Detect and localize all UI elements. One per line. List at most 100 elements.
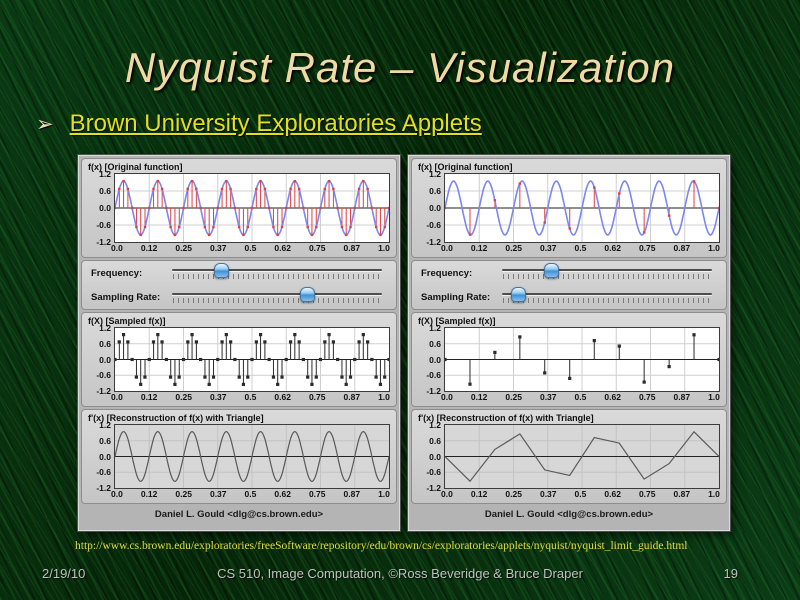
y-tick-label: -1.2 <box>426 386 441 396</box>
y-tick-label: -0.6 <box>426 467 441 478</box>
slider-tick-marks <box>503 273 711 279</box>
x-tick-label: 0.87 <box>673 392 691 402</box>
x-tick-label: 0.75 <box>638 392 656 402</box>
y-tick-label: 1.2 <box>429 420 441 430</box>
plot-panel-title: f(x) [Original function] <box>418 162 513 172</box>
x-tick-label: 0.87 <box>343 392 361 402</box>
x-tick-label: 0.37 <box>539 489 557 499</box>
footer-page-number: 19 <box>723 566 738 581</box>
sampling-rate-slider-thumb[interactable] <box>510 286 526 302</box>
plot-row: 1.2 0.6 0.0 -0.6 -1.2 <box>86 169 390 247</box>
plot-canvas-recon <box>444 424 720 489</box>
x-tick-label: 0.62 <box>604 392 621 402</box>
applet-window-adequate-sampling: f(x) [Original function] 1.2 0.6 0.0 -0.6 -1.… <box>77 154 401 532</box>
x-tick-label: 0.0 <box>111 392 123 402</box>
y-tick-label: 0.6 <box>429 338 441 349</box>
sampling-rate-slider[interactable] <box>502 286 712 306</box>
x-tick-label: 0.5 <box>574 489 587 499</box>
x-tick-label: 0.25 <box>505 392 522 402</box>
plot-row: 1.2 0.6 0.0 -0.6 -1.2 <box>416 420 720 493</box>
x-tick-label: 0.62 <box>274 489 291 499</box>
y-tick-label: 1.2 <box>429 169 441 179</box>
x-tick-label: 1.0 <box>378 392 390 402</box>
frequency-slider-track[interactable] <box>172 268 382 271</box>
x-tick-label: 0.0 <box>111 243 123 253</box>
y-tick-label: 0.0 <box>99 451 111 462</box>
x-tick-label: 0.62 <box>604 489 621 499</box>
slide-footer: 2/19/10 CS 510, Image Computation, ©Ross… <box>0 566 800 586</box>
y-axis-tick-labels: 1.2 0.6 0.0 -0.6 -1.2 <box>86 420 114 493</box>
plot-panel-original: f(x) [Original function] 1.2 0.6 0.0 -0.6 -1.… <box>411 158 727 258</box>
y-tick-label: 0.0 <box>99 354 111 365</box>
frequency-row: Frequency: <box>86 262 390 282</box>
y-axis-tick-labels: 1.2 0.6 0.0 -0.6 -1.2 <box>86 169 114 247</box>
x-tick-label: 0.12 <box>470 489 488 499</box>
y-tick-label: 0.6 <box>99 435 111 446</box>
sampling-rate-slider-thumb[interactable] <box>300 286 316 302</box>
plot-canvas-sampled <box>444 327 720 392</box>
x-tick-label: 0.5 <box>574 243 587 253</box>
plot-row: 1.2 0.6 0.0 -0.6 -1.2 <box>416 169 720 247</box>
x-tick-label: 0.75 <box>638 489 656 499</box>
plot-row: 1.2 0.6 0.0 -0.6 -1.2 <box>86 323 390 396</box>
frequency-slider-thumb[interactable] <box>214 262 230 278</box>
y-tick-label: -0.6 <box>426 370 441 381</box>
x-tick-label: 0.5 <box>244 489 257 499</box>
y-tick-label: -1.2 <box>96 386 111 396</box>
plot-panel-title: f'(x) [Reconstruction of f(x) with Trian… <box>418 413 594 423</box>
y-tick-label: 1.2 <box>99 169 111 179</box>
frequency-label: Frequency: <box>421 267 473 279</box>
x-tick-label: 1.0 <box>708 243 720 253</box>
frequency-slider[interactable] <box>172 262 382 282</box>
plot-row: 1.2 0.6 0.0 -0.6 -1.2 <box>86 420 390 493</box>
plot-panel-title: f'(x) [Reconstruction of f(x) with Trian… <box>88 413 264 423</box>
y-tick-label: 1.2 <box>99 420 111 430</box>
plot-panel-recon: f'(x) [Reconstruction of f(x) with Trian… <box>81 409 397 504</box>
x-axis-tick-labels: 0.0 0.12 0.25 0.37 0.5 0.62 0.75 0.87 1.0 <box>111 392 390 403</box>
x-tick-label: 0.25 <box>505 243 522 253</box>
y-axis-tick-labels: 1.2 0.6 0.0 -0.6 -1.2 <box>86 323 114 396</box>
plot-panel-sampled: f(X) [Sampled f(x)] 1.2 0.6 0.0 -0.6 -1.2 0.0 0… <box>81 312 397 407</box>
x-tick-label: 0.75 <box>308 243 326 253</box>
exploratories-applets-link[interactable]: Brown University Exploratories Applets <box>69 110 482 137</box>
bullet-row: ➢ Brown University Exploratories Applets <box>36 110 482 138</box>
y-tick-label: 0.0 <box>429 203 441 213</box>
slider-tick-marks <box>173 297 381 303</box>
frequency-slider-thumb[interactable] <box>544 262 560 278</box>
x-tick-label: 1.0 <box>708 489 720 499</box>
plot-canvas-recon <box>114 424 390 489</box>
y-tick-label: -1.2 <box>426 237 441 247</box>
x-tick-label: 0.75 <box>308 392 326 402</box>
arrow-bullet-icon: ➢ <box>36 112 54 136</box>
y-tick-label: -0.6 <box>96 467 111 478</box>
frequency-slider[interactable] <box>502 262 712 282</box>
frequency-slider-track[interactable] <box>502 268 712 271</box>
x-tick-label: 0.0 <box>111 489 123 499</box>
sampling-rate-label: Sampling Rate: <box>421 291 491 303</box>
x-tick-label: 0.12 <box>470 243 488 253</box>
plot-canvas-sampled <box>114 327 390 392</box>
frequency-row: Frequency: <box>416 262 720 282</box>
x-tick-label: 0.12 <box>140 489 158 499</box>
sampling-rate-slider-track[interactable] <box>172 292 382 295</box>
sampling-rate-slider-track[interactable] <box>502 292 712 295</box>
y-axis-tick-labels: 1.2 0.6 0.0 -0.6 -1.2 <box>416 323 444 396</box>
x-tick-label: 1.0 <box>378 489 390 499</box>
plot-panel-recon: f'(x) [Reconstruction of f(x) with Trian… <box>411 409 727 504</box>
x-tick-label: 1.0 <box>708 392 720 402</box>
x-tick-label: 0.62 <box>274 243 291 253</box>
x-tick-label: 0.0 <box>441 489 453 499</box>
y-tick-label: -0.6 <box>96 220 111 230</box>
y-tick-label: 0.6 <box>99 186 111 196</box>
x-tick-label: 0.0 <box>441 392 453 402</box>
x-axis-tick-labels: 0.0 0.12 0.25 0.37 0.5 0.62 0.75 0.87 1.0 <box>111 489 390 500</box>
sampling-rate-slider[interactable] <box>172 286 382 306</box>
x-axis-tick-labels: 0.0 0.12 0.25 0.37 0.5 0.62 0.75 0.87 1.0 <box>441 489 720 500</box>
plot-panel-title: f(X) [Sampled f(x)] <box>418 316 496 326</box>
sampling-rate-row: Sampling Rate: <box>416 286 720 306</box>
x-tick-label: 0.37 <box>539 392 557 402</box>
x-tick-label: 0.62 <box>604 243 621 253</box>
y-tick-label: -0.6 <box>426 220 441 230</box>
x-tick-label: 0.37 <box>209 392 227 402</box>
